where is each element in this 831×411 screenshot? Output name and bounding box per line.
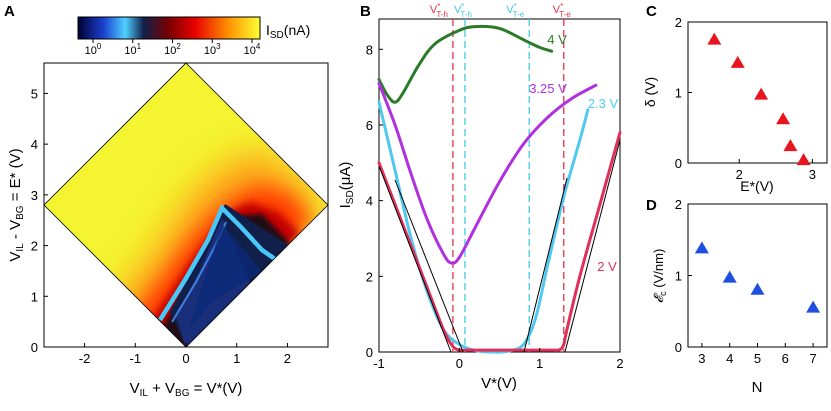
delta-marker: [730, 55, 745, 68]
field-marker: [806, 300, 821, 313]
threshold-label: V* T-e: [506, 2, 525, 19]
heatmap-ytick-label: 2: [31, 239, 38, 254]
heatmap-ytick-label: 3: [31, 188, 38, 203]
series-label: 2.3 V: [588, 96, 619, 111]
panel-label-c: C: [646, 3, 657, 20]
series-label: 3.25 V: [529, 81, 567, 96]
field-marker: [750, 282, 765, 295]
line-chart-ytick-label: 2: [366, 269, 373, 284]
colorbar-tick-label: 102: [164, 42, 181, 57]
threshold-label: V* T-h: [430, 2, 448, 19]
colorbar-tick-label: 103: [204, 42, 221, 57]
series-line: [377, 24, 554, 104]
field-ytick-label: 0: [675, 340, 682, 355]
field-xtick-label: 4: [726, 351, 733, 366]
panel-label-d: D: [646, 197, 657, 214]
field-xtick-label: 5: [754, 351, 761, 366]
field-marker: [722, 270, 737, 283]
delta-ylabel: δ (V): [642, 77, 658, 107]
delta-marker: [776, 112, 791, 125]
field-ytick-label: 1: [675, 269, 682, 284]
field-axis-ticks: 3 4 5 6 7 0 1 2: [675, 197, 817, 366]
field-ylabel: 𝓔c (V/nm): [651, 249, 668, 304]
colorbar-tick-label: 100: [85, 42, 102, 57]
series-line: [377, 81, 598, 265]
heatmap-axis-ticks: -2 -1 0 1 2 0 1 2 3 4 5: [31, 86, 291, 366]
delta-marker: [707, 32, 722, 45]
line-chart-ytick-label: 4: [366, 194, 373, 209]
delta-marker: [796, 153, 811, 166]
colorbar-tick-label: 101: [124, 42, 141, 57]
delta-marker: [783, 139, 798, 152]
field-ytick-label: 2: [675, 197, 682, 212]
heatmap-xtick-label: 2: [284, 351, 291, 366]
heatmap-ytick-label: 4: [31, 137, 38, 152]
heatmap-ytick-label: 0: [31, 340, 38, 355]
line-chart-xtick-label: 0: [456, 356, 463, 371]
series-label: 4 V: [547, 32, 567, 47]
heatmap-xlabel: VIL + VBG = V*(V): [130, 380, 243, 399]
delta-xlabel: E*(V): [740, 178, 773, 194]
line-chart-xtick-label: 2: [616, 356, 623, 371]
heatmap-xtick-label: 1: [233, 351, 240, 366]
field-xtick-label: 7: [809, 351, 816, 366]
line-chart-ytick-label: 8: [366, 42, 373, 57]
heatmap-ylabel: VIL - VBG = E* (V): [7, 148, 26, 261]
series-labels: 4 V 3.25 V 2.3 V 2 V: [529, 32, 618, 274]
series-line: [377, 100, 590, 354]
field-xlabel: N: [752, 379, 763, 396]
field-marker: [694, 241, 709, 254]
delta-ytick-label: 0: [675, 156, 682, 171]
delta-axis-ticks: 2 3 0 1 2: [675, 15, 816, 182]
colorbar: [77, 16, 261, 40]
heatmap-xtick-label: 0: [182, 351, 189, 366]
heatmap-xtick-label: -2: [79, 351, 91, 366]
delta-xtick-label: 2: [736, 167, 743, 182]
delta-ytick-label: 1: [675, 86, 682, 101]
delta-ytick-label: 2: [675, 15, 682, 30]
heatmap-ytick-label: 1: [31, 289, 38, 304]
line-chart-xtick-label: 1: [536, 356, 543, 371]
heatmap-xtick-label: -1: [130, 351, 142, 366]
colorbar-tick-label: 104: [244, 42, 261, 57]
field-scatter-panel: 3 4 5 6 7 0 1 2 N 𝓔c (V/nm): [651, 197, 828, 396]
line-chart-ylabel: ISD(μA): [337, 162, 356, 209]
field-xtick-label: 3: [698, 351, 705, 366]
panel-label-b: B: [360, 3, 371, 20]
line-chart-xlabel: V*(V): [481, 375, 517, 392]
heatmap-panel: 100 101 102 103 104 ISD(nA) -2 -1 0 1 2 0 1 2 3 4 5 VI…: [7, 16, 329, 399]
field-scatter-axes: [687, 203, 828, 348]
delta-marker: [754, 87, 769, 100]
line-chart-ytick-label: 0: [366, 345, 373, 360]
threshold-lines: [452, 19, 565, 352]
line-series: [377, 24, 622, 354]
threshold-labels: V* T-h V* T-h V* T-e V* T-e: [430, 2, 571, 19]
colorbar-ticks: 100 101 102 103 104: [85, 39, 261, 57]
series-label: 2 V: [597, 259, 617, 274]
fit-lines: [378, 139, 621, 353]
panel-label-a: A: [4, 3, 15, 20]
colorbar-label: ISD(nA): [266, 22, 310, 41]
line-chart-ytick-label: 6: [366, 118, 373, 133]
field-xtick-label: 6: [782, 351, 789, 366]
heatmap-ytick-label: 5: [31, 86, 38, 101]
threshold-label: V* T-h: [454, 2, 472, 19]
delta-xtick-label: 3: [809, 167, 816, 182]
delta-markers: [707, 32, 811, 166]
delta-scatter-panel: 2 3 0 1 2 E*(V) δ (V): [642, 15, 828, 194]
heatmap-image: [44, 63, 328, 347]
line-chart-xtick-label: -1: [373, 356, 385, 371]
field-markers: [694, 241, 821, 313]
series-line: [377, 131, 622, 352]
threshold-label: V* T-e: [553, 2, 572, 19]
